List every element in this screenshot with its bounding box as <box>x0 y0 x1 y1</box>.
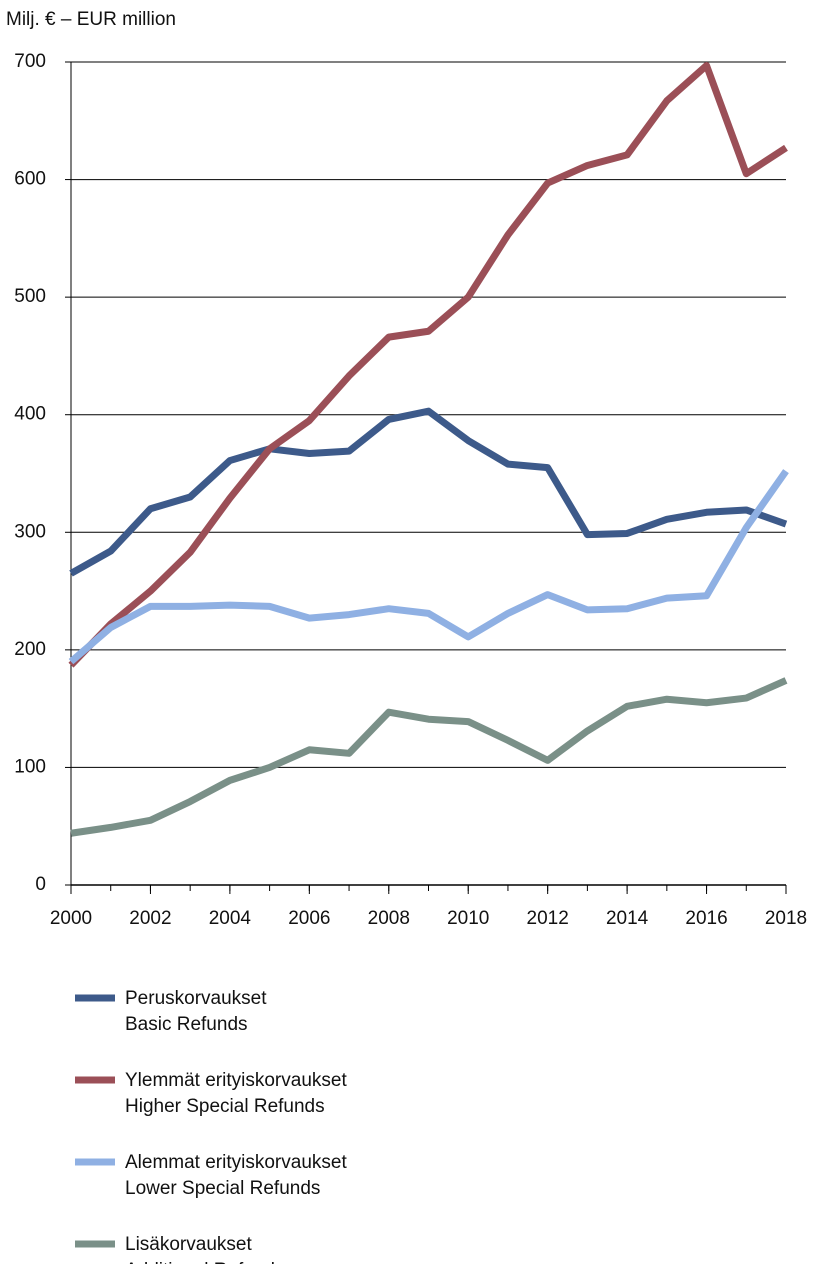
y-tick-label: 200 <box>14 639 46 660</box>
x-tick-label: 2004 <box>209 908 252 929</box>
y-tick-label: 700 <box>14 51 46 72</box>
y-tick-label: 300 <box>14 521 46 542</box>
legend-label: Higher Special Refunds <box>125 1096 325 1117</box>
legend-label: Additional Refunds <box>125 1260 285 1264</box>
legend-label: Peruskorvaukset <box>125 988 267 1009</box>
y-tick-label: 500 <box>14 286 46 307</box>
legend-label: Basic Refunds <box>125 1014 248 1035</box>
series-line <box>68 469 789 665</box>
x-tick-label: 2000 <box>50 908 92 929</box>
y-tick-label: 100 <box>14 756 46 777</box>
x-tick-label: 2012 <box>527 908 569 929</box>
series-line <box>69 407 788 577</box>
x-tick-label: 2018 <box>765 908 807 929</box>
y-tick-label: 400 <box>14 404 46 425</box>
x-tick-label: 2010 <box>447 908 489 929</box>
y-axis-label: Milj. € – EUR million <box>6 9 176 30</box>
x-tick-label: 2016 <box>685 908 727 929</box>
legend-label: Lisäkorvaukset <box>125 1234 252 1255</box>
series-line <box>70 677 788 837</box>
x-tick-label: 2002 <box>129 908 171 929</box>
y-tick-label: 0 <box>35 874 46 895</box>
legend-label: Alemmat erityiskorvaukset <box>125 1152 347 1173</box>
x-tick-label: 2014 <box>606 908 649 929</box>
legend-label: Ylemmät erityiskorvaukset <box>125 1070 347 1091</box>
x-tick-label: 2008 <box>368 908 410 929</box>
y-tick-label: 600 <box>14 169 46 190</box>
legend-label: Lower Special Refunds <box>125 1178 320 1199</box>
x-tick-label: 2006 <box>288 908 330 929</box>
series-line <box>68 62 788 668</box>
